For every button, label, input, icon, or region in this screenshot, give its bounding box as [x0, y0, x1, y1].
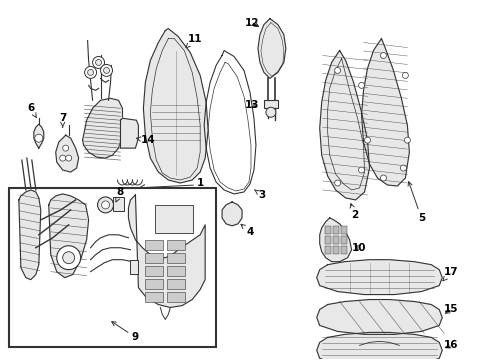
Polygon shape [82, 98, 122, 158]
Text: 15: 15 [443, 305, 458, 315]
Bar [9, 188, 216, 347]
Circle shape [380, 53, 386, 58]
Polygon shape [120, 118, 138, 148]
Bar [112, 197, 124, 211]
Text: 8: 8 [116, 187, 124, 202]
Bar [332, 226, 338, 234]
Bar [332, 236, 338, 244]
Circle shape [102, 201, 109, 209]
Text: 1: 1 [196, 178, 203, 188]
Text: 12: 12 [244, 18, 259, 28]
Circle shape [62, 145, 68, 151]
Circle shape [35, 134, 42, 142]
Bar [145, 279, 163, 289]
Circle shape [334, 67, 340, 73]
Circle shape [364, 137, 370, 143]
Bar [167, 253, 185, 263]
Circle shape [95, 59, 102, 66]
Bar [130, 260, 138, 274]
Polygon shape [19, 190, 41, 280]
Polygon shape [222, 202, 242, 226]
Bar [264, 100, 277, 108]
Circle shape [334, 180, 340, 186]
Text: 9: 9 [112, 321, 139, 342]
Text: 10: 10 [351, 243, 366, 253]
Text: 16: 16 [443, 340, 458, 350]
Circle shape [65, 155, 72, 161]
Bar [340, 226, 346, 234]
Circle shape [402, 72, 407, 78]
Bar [145, 240, 163, 250]
Polygon shape [316, 260, 441, 294]
Circle shape [404, 137, 409, 143]
Bar [167, 240, 185, 250]
Text: 3: 3 [254, 190, 265, 200]
Bar [167, 279, 185, 289]
Circle shape [400, 165, 406, 171]
Bar [340, 236, 346, 244]
Bar [324, 246, 330, 254]
Bar [167, 266, 185, 276]
Polygon shape [56, 135, 79, 172]
Text: 14: 14 [136, 135, 155, 145]
Text: 5: 5 [407, 182, 424, 223]
Polygon shape [319, 218, 351, 262]
Text: 2: 2 [349, 204, 358, 220]
Bar [145, 292, 163, 302]
Circle shape [87, 69, 93, 75]
Polygon shape [316, 300, 441, 334]
Circle shape [358, 167, 364, 173]
Text: 17: 17 [442, 267, 458, 281]
Circle shape [84, 67, 96, 78]
Circle shape [265, 107, 275, 117]
Polygon shape [34, 124, 44, 148]
Text: 6: 6 [27, 103, 36, 117]
Bar [145, 253, 163, 263]
Bar [155, 205, 193, 233]
Circle shape [92, 57, 104, 68]
Polygon shape [128, 195, 205, 307]
Bar [324, 236, 330, 244]
Polygon shape [49, 194, 88, 278]
Bar [332, 246, 338, 254]
Bar [145, 266, 163, 276]
Circle shape [62, 252, 75, 264]
Polygon shape [258, 19, 285, 78]
Bar [167, 292, 185, 302]
Circle shape [103, 67, 109, 73]
Polygon shape [319, 50, 369, 200]
Text: 13: 13 [244, 100, 259, 110]
Bar [340, 246, 346, 254]
Polygon shape [361, 39, 408, 186]
Text: 11: 11 [185, 33, 202, 48]
Polygon shape [143, 28, 208, 183]
Circle shape [57, 246, 81, 270]
Circle shape [98, 197, 113, 213]
Text: 7: 7 [59, 113, 66, 127]
Circle shape [358, 82, 364, 88]
Circle shape [380, 175, 386, 181]
Circle shape [101, 64, 112, 76]
Text: 4: 4 [241, 224, 253, 237]
Polygon shape [316, 332, 441, 360]
Bar [324, 226, 330, 234]
Circle shape [60, 155, 65, 161]
